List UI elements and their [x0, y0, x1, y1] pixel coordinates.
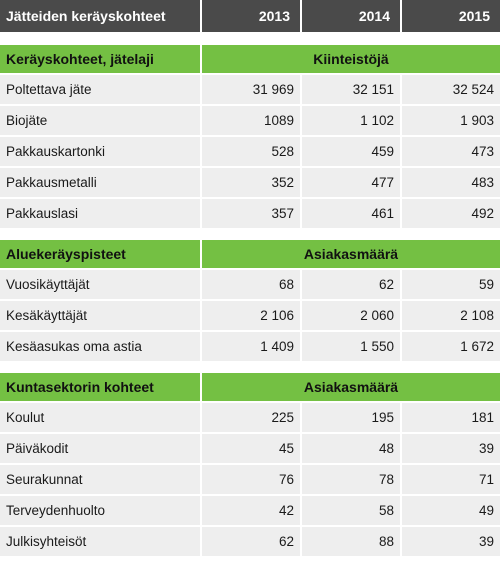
value-2013: 62	[200, 527, 300, 556]
table-row: Julkisyhteisöt 62 88 39	[0, 527, 500, 556]
row-label: Poltettava jäte	[0, 75, 200, 104]
value-2014: 1 550	[300, 332, 400, 361]
year-header-2013: 2013	[200, 0, 300, 32]
section-label: Aluekeräyspisteet	[0, 240, 200, 268]
table-row: Pakkauskartonki 528 459 473	[0, 137, 500, 166]
value-2015: 483	[400, 168, 500, 197]
value-2013: 528	[200, 137, 300, 166]
year-header-2015: 2015	[400, 0, 500, 32]
value-2015: 2 108	[400, 301, 500, 330]
value-2014: 58	[300, 496, 400, 525]
section-span-label: Asiakasmäärä	[200, 373, 500, 401]
value-2014: 48	[300, 434, 400, 463]
value-2014: 88	[300, 527, 400, 556]
value-2015: 71	[400, 465, 500, 494]
year-header-2014: 2014	[300, 0, 400, 32]
value-2014: 32 151	[300, 75, 400, 104]
value-2014: 1 102	[300, 106, 400, 135]
value-2015: 49	[400, 496, 500, 525]
table-row: Seurakunnat 76 78 71	[0, 465, 500, 494]
row-label: Biojäte	[0, 106, 200, 135]
row-label: Terveydenhuolto	[0, 496, 200, 525]
section-span-label: Kiinteistöjä	[200, 45, 500, 73]
row-label: Päiväkodit	[0, 434, 200, 463]
row-label: Vuosikäyttäjät	[0, 270, 200, 299]
table-row: Kesäasukas oma astia 1 409 1 550 1 672	[0, 332, 500, 361]
row-label: Koulut	[0, 403, 200, 432]
value-2014: 461	[300, 199, 400, 228]
row-label: Pakkausmetalli	[0, 168, 200, 197]
value-2013: 31 969	[200, 75, 300, 104]
table-header: Jätteiden keräyskohteet 2013 2014 2015	[0, 0, 500, 32]
table-title: Jätteiden keräyskohteet	[0, 0, 200, 32]
value-2015: 39	[400, 527, 500, 556]
value-2014: 459	[300, 137, 400, 166]
section-label: Kuntasektorin kohteet	[0, 373, 200, 401]
value-2013: 68	[200, 270, 300, 299]
value-2015: 1 672	[400, 332, 500, 361]
row-label: Julkisyhteisöt	[0, 527, 200, 556]
value-2015: 39	[400, 434, 500, 463]
table-row: Kesäkäyttäjät 2 106 2 060 2 108	[0, 301, 500, 330]
value-2014: 2 060	[300, 301, 400, 330]
value-2015: 59	[400, 270, 500, 299]
value-2013: 45	[200, 434, 300, 463]
table-row: Koulut 225 195 181	[0, 403, 500, 432]
value-2013: 357	[200, 199, 300, 228]
value-2013: 2 106	[200, 301, 300, 330]
row-label: Pakkauskartonki	[0, 137, 200, 166]
value-2013: 42	[200, 496, 300, 525]
value-2013: 76	[200, 465, 300, 494]
section-header: Keräyskohteet, jätelaji Kiinteistöjä	[0, 45, 500, 73]
section-header: Aluekeräyspisteet Asiakasmäärä	[0, 240, 500, 268]
section-span-label: Asiakasmäärä	[200, 240, 500, 268]
value-2013: 352	[200, 168, 300, 197]
section-header: Kuntasektorin kohteet Asiakasmäärä	[0, 373, 500, 401]
value-2015: 1 903	[400, 106, 500, 135]
value-2015: 492	[400, 199, 500, 228]
value-2014: 78	[300, 465, 400, 494]
value-2014: 62	[300, 270, 400, 299]
row-label: Kesäkäyttäjät	[0, 301, 200, 330]
table-row: Pakkausmetalli 352 477 483	[0, 168, 500, 197]
section-label: Keräyskohteet, jätelaji	[0, 45, 200, 73]
value-2015: 32 524	[400, 75, 500, 104]
value-2015: 473	[400, 137, 500, 166]
table-row: Päiväkodit 45 48 39	[0, 434, 500, 463]
row-label: Pakkauslasi	[0, 199, 200, 228]
value-2013: 1089	[200, 106, 300, 135]
row-label: Kesäasukas oma astia	[0, 332, 200, 361]
value-2014: 477	[300, 168, 400, 197]
value-2013: 225	[200, 403, 300, 432]
table-row: Vuosikäyttäjät 68 62 59	[0, 270, 500, 299]
value-2014: 195	[300, 403, 400, 432]
table-row: Pakkauslasi 357 461 492	[0, 199, 500, 228]
table-row: Biojäte 1089 1 102 1 903	[0, 106, 500, 135]
value-2015: 181	[400, 403, 500, 432]
table-row: Terveydenhuolto 42 58 49	[0, 496, 500, 525]
row-label: Seurakunnat	[0, 465, 200, 494]
table-row: Poltettava jäte 31 969 32 151 32 524	[0, 75, 500, 104]
value-2013: 1 409	[200, 332, 300, 361]
